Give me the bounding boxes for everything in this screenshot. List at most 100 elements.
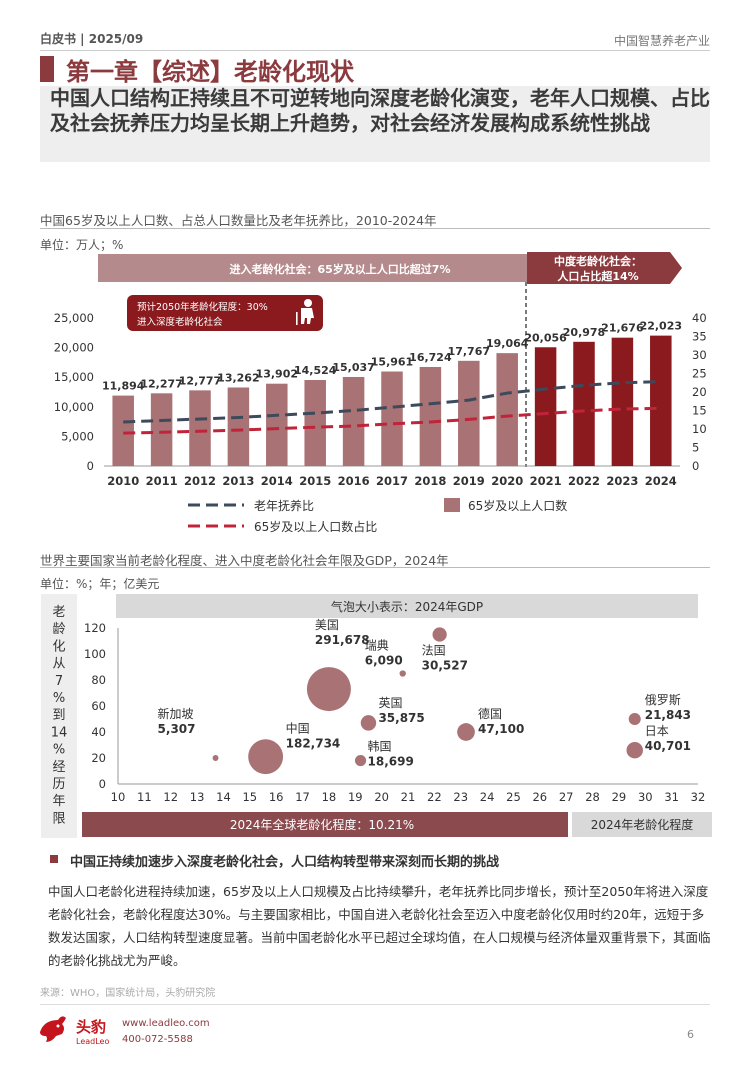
bar-label-2013: 13,262 xyxy=(217,371,259,384)
bar-label-2023: 21,676 xyxy=(601,322,644,335)
bubble-series xyxy=(212,627,643,775)
callout-line-1: 预计2050年老龄化程度：30% xyxy=(137,301,268,313)
callout-box xyxy=(127,295,323,331)
bubble-label-name: 美国 xyxy=(315,618,339,632)
bubble-label-name: 韩国 xyxy=(368,739,392,754)
y-right-tick: 30 xyxy=(692,348,707,362)
banner-aging-society-label: 进入老龄化社会：65岁及以上人口比超过7% xyxy=(230,262,451,276)
banner-moderate-aging-label-1: 中度老龄化社会： xyxy=(554,254,642,268)
website-link[interactable]: www.leadleo.com xyxy=(122,1018,210,1029)
bubble-韩国 xyxy=(354,755,367,767)
scatter-x-tick: 14 xyxy=(216,790,231,804)
bubble-法国 xyxy=(432,627,447,642)
headline-text: 中国人口结构正持续且不可逆转地向深度老龄化演变，老年人口规模、占比及社会抚养压力… xyxy=(50,86,710,135)
x-tick-2011: 2011 xyxy=(146,474,178,488)
bubble-label-name: 英国 xyxy=(378,696,402,710)
y-title-char: 年 xyxy=(52,794,65,809)
bar-2020 xyxy=(496,353,518,466)
leopard-icon xyxy=(40,1016,66,1042)
x-tick-2023: 2023 xyxy=(606,474,638,488)
x-tick-2016: 2016 xyxy=(338,474,370,488)
y-right-tick: 35 xyxy=(692,330,707,344)
chart2-title: 世界主要国家当前老龄化程度、进入中度老龄化社会年限及GDP，2024年 xyxy=(40,553,449,568)
scatter-x-ticks: 10 11 12 13 14 15 16 17 18 19 20 21 22 23 24 25 26 27 28 29… xyxy=(111,790,706,804)
bubble-label-gdp: 40,701 xyxy=(645,739,691,753)
scatter-x-tick: 18 xyxy=(322,790,337,804)
scatter-y-tick: 0 xyxy=(99,777,106,791)
y-title-char: % xyxy=(53,743,65,758)
y-left-tick: 20,000 xyxy=(54,341,94,355)
elderly-person-icon xyxy=(296,299,314,325)
bar-series xyxy=(112,335,672,466)
bubble-label-gdp: 6,090 xyxy=(365,654,403,668)
bar-label-2010: 11,894 xyxy=(102,380,145,393)
y-right-tick: 0 xyxy=(692,459,699,473)
bubble-label-name: 新加坡 xyxy=(158,706,194,721)
bubble-label-name: 俄罗斯 xyxy=(645,693,681,707)
y-title-char: % xyxy=(53,691,65,706)
y-title-char: 龄 xyxy=(52,622,65,637)
bubble-label-name: 中国 xyxy=(286,721,310,736)
bubble-中国 xyxy=(248,739,284,775)
headline-box: 中国人口结构正持续且不可逆转地向深度老龄化演变，老年人口规模、占比及社会抚养压力… xyxy=(40,86,710,162)
bar-2019 xyxy=(458,360,480,466)
y-title-char: 历 xyxy=(52,777,65,792)
x-tick-2013: 2013 xyxy=(222,474,254,488)
bubble-label-gdp: 291,678 xyxy=(315,633,370,647)
scatter-x-tick: 27 xyxy=(559,790,574,804)
scatter-x-tick: 12 xyxy=(163,790,178,804)
bubble-label-name: 日本 xyxy=(645,724,669,738)
bar-2014 xyxy=(266,383,288,466)
x-tick-2018: 2018 xyxy=(414,474,446,488)
scatter-x-tick: 28 xyxy=(585,790,600,804)
y-title-char: 到 xyxy=(52,708,65,723)
legend-bars-label: 65岁及以上人口数 xyxy=(468,498,567,513)
bar-label-2017: 15,961 xyxy=(371,356,413,369)
x-tick-2024: 2024 xyxy=(645,474,677,488)
x-tick-2012: 2012 xyxy=(184,474,216,488)
logo-en: LeadLeo xyxy=(76,1037,109,1046)
banner-moderate-aging xyxy=(527,252,682,284)
bubble-英国 xyxy=(360,715,377,731)
xaxis-label: 2024年老龄化程度 xyxy=(591,817,694,832)
y-right-tick: 20 xyxy=(692,385,707,399)
scatter-x-tick: 23 xyxy=(453,790,468,804)
y-left-tick: 0 xyxy=(87,459,94,473)
bubble-label-name: 德国 xyxy=(478,706,502,721)
scatter-x-tick: 15 xyxy=(242,790,257,804)
scatter-x-tick: 26 xyxy=(532,790,547,804)
y-right-tick: 10 xyxy=(692,422,707,436)
bubble-美国 xyxy=(306,667,351,712)
bar-labels: 11,89412,27712,77713,26213,90214,52415,0… xyxy=(102,320,682,393)
y-right-tick: 5 xyxy=(692,441,699,455)
y-title-char: 老 xyxy=(52,605,65,620)
bar-2016 xyxy=(342,376,365,466)
global-aging-label: 2024年全球老龄化程度：10.21% xyxy=(230,817,414,832)
x-tick-2019: 2019 xyxy=(453,474,485,488)
header-report-name: 中国智慧养老产业 xyxy=(613,34,710,48)
bar-2021 xyxy=(534,347,557,466)
bubble-label-gdp: 47,100 xyxy=(478,722,524,736)
bar-2017 xyxy=(381,371,403,466)
y-left-tick: 5,000 xyxy=(61,429,94,443)
y-left-tick: 15,000 xyxy=(54,370,94,384)
y-right-tick: 15 xyxy=(692,404,707,418)
y-title-char: 7 xyxy=(55,674,63,689)
y-right-tick: 25 xyxy=(692,367,707,381)
scatter-x-tick: 22 xyxy=(427,790,442,804)
callout-line-2: 进入深度老龄化社会 xyxy=(137,316,223,328)
chart2-divider xyxy=(40,567,710,568)
legend-dependency-label: 老年抚养比 xyxy=(254,498,314,513)
bar-label-2024: 22,023 xyxy=(640,320,682,333)
bubble-label-gdp: 21,843 xyxy=(645,708,691,722)
scatter-y-tick: 120 xyxy=(84,621,106,635)
footer-divider xyxy=(40,1004,710,1005)
y-title-char: 14 xyxy=(51,725,68,740)
scatter-y-tick: 100 xyxy=(84,647,106,661)
chapter-marker xyxy=(40,56,54,82)
bar-label-2018: 16,724 xyxy=(409,351,452,364)
scatter-y-tick: 20 xyxy=(91,751,106,765)
y-title-box xyxy=(41,594,77,838)
bubble-label-name: 瑞典 xyxy=(365,639,389,653)
